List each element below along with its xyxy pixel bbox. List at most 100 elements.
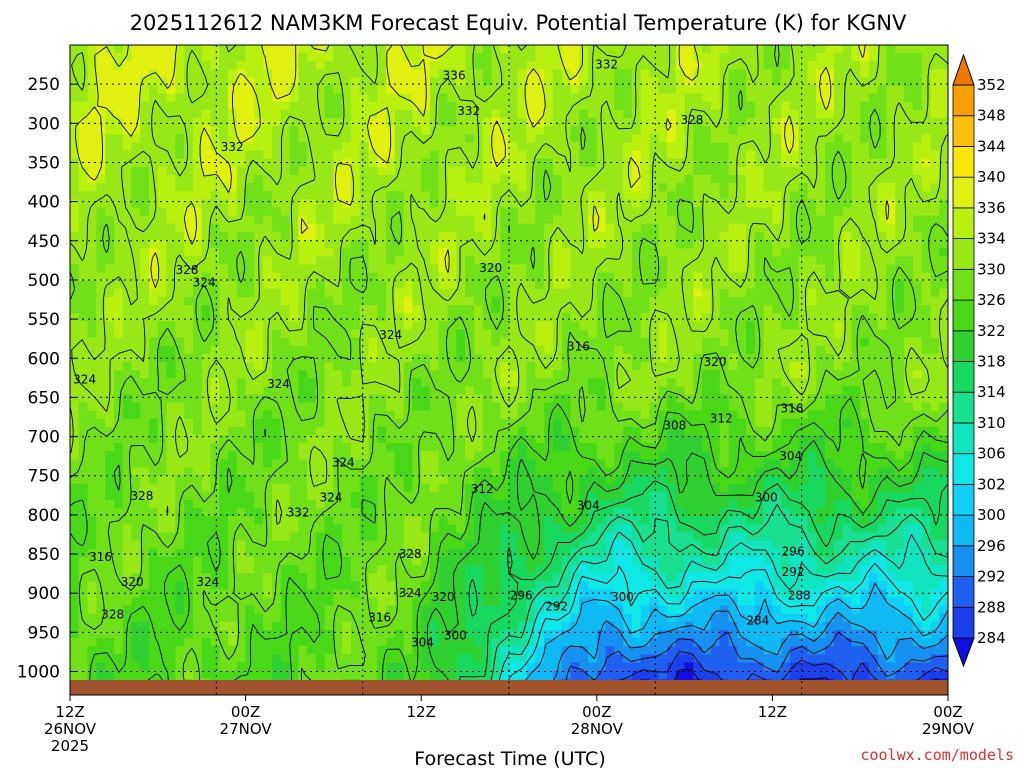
y-tick-label: 350 (28, 153, 60, 173)
x-tick-time-label: 00Z (231, 703, 260, 721)
contour-label: 324 (193, 275, 216, 289)
contour-label: 320 (479, 261, 502, 275)
colorbar-label: 352 (977, 76, 1006, 94)
contour-label: 304 (779, 449, 802, 463)
y-tick-label: 750 (28, 467, 60, 487)
colorbar-segment (952, 176, 975, 209)
contour-label: 296 (782, 545, 805, 559)
colorbar-label: 314 (977, 383, 1006, 401)
colorbar-arrow-low (952, 637, 975, 668)
colorbar-segment (952, 422, 975, 455)
contour-label: 324 (332, 455, 355, 469)
contour-label: 300 (755, 491, 778, 505)
y-tick-label: 550 (28, 310, 60, 330)
contour-label: 332 (457, 104, 480, 118)
colorbar-segment (952, 606, 975, 639)
y-tick-label: 700 (28, 428, 60, 448)
colorbar-label: 344 (977, 137, 1006, 155)
y-tick-label: 800 (28, 506, 60, 526)
colorbar-label: 296 (977, 537, 1006, 555)
contour-label: 296 (510, 589, 533, 603)
colorbar-segment (952, 146, 975, 178)
x-tick-date-label: 27NOV (220, 720, 273, 738)
y-tick-label: 600 (28, 349, 60, 369)
colorbar-label: 336 (977, 199, 1006, 217)
contour-label: 312 (710, 412, 733, 426)
y-axis: 250 300 350 400 450 500 550 600 650 700 750 800 850 9… (17, 75, 77, 683)
contour-label: 288 (788, 589, 811, 603)
contour-label: 324 (267, 377, 290, 391)
contour-label: 332 (287, 506, 310, 520)
contour-label: 300 (611, 590, 634, 604)
colorbar-label: 306 (977, 445, 1006, 463)
contour-label: 328 (176, 263, 199, 277)
chart-title: 2025112612 NAM3KM Forecast Equiv. Potent… (130, 11, 907, 35)
contour-label: 316 (89, 550, 112, 564)
colorbar-segment (952, 391, 975, 424)
x-tick-time-label: 12Z (55, 703, 84, 721)
contour-label: 316 (567, 340, 590, 354)
x-axis-title: Forecast Time (UTC) (414, 748, 605, 768)
contour-label: 332 (595, 58, 618, 72)
x-tick-date-label: 29NOV (922, 720, 975, 738)
colorbar-segment (952, 115, 975, 147)
contour-label: 312 (471, 482, 494, 496)
colorbar-segment (952, 514, 975, 547)
contour-label: 328 (130, 489, 153, 503)
colorbar-label: 284 (977, 629, 1006, 647)
y-tick-label: 500 (28, 271, 60, 291)
x-tick-date-label: 26NOV (44, 720, 97, 738)
colorbar-segment (952, 84, 975, 117)
contour-label: 292 (545, 600, 568, 614)
colorbar-label: 330 (977, 260, 1006, 278)
contour-label: 308 (663, 419, 686, 433)
colorbar-label: 318 (977, 353, 1006, 371)
contour-label: 320 (432, 590, 455, 604)
contour-label: 328 (680, 113, 703, 127)
contour-label: 324 (320, 491, 343, 505)
contour-label: 320 (121, 575, 144, 589)
contour-label: 316 (780, 401, 803, 415)
y-tick-label: 900 (28, 584, 60, 604)
colorbar-arrow-high (952, 53, 975, 86)
contour-label: 336 (443, 69, 466, 83)
colorbar-label: 322 (977, 322, 1006, 340)
colorbar-segment (952, 238, 975, 270)
colorbar-segment (952, 545, 975, 577)
y-tick-label: 950 (28, 623, 60, 643)
contour-label: 324 (399, 586, 422, 600)
x-tick-year-label: 2025 (51, 737, 89, 755)
y-tick-label: 1000 (17, 663, 60, 683)
x-tick-time-label: 00Z (582, 703, 611, 721)
y-tick-label: 650 (28, 388, 60, 408)
contour-label: 304 (577, 498, 600, 512)
colorbar-label: 292 (977, 568, 1006, 586)
colorbar-label: 348 (977, 107, 1006, 125)
colorbar-label: 326 (977, 291, 1006, 309)
y-tick-label: 850 (28, 545, 60, 565)
plot-frame (69, 44, 949, 696)
contour-label: 332 (221, 140, 244, 154)
colorbar-label: 340 (977, 168, 1006, 186)
y-tick-label: 300 (28, 114, 60, 134)
colorbar-label: 288 (977, 598, 1006, 616)
grid-lines (70, 45, 948, 695)
x-tick-date-label: 28NOV (571, 720, 624, 738)
colorbar-label: 300 (977, 506, 1006, 524)
colorbar-segment (952, 453, 975, 485)
colorbar-segment (952, 576, 975, 608)
contour-label: 320 (704, 355, 727, 369)
colorbar-segment (952, 299, 975, 332)
contour-label: 304 (411, 636, 434, 650)
colorbar-segment (952, 207, 975, 240)
colorbar-segment (952, 330, 975, 362)
contour-label: 300 (444, 628, 467, 642)
colorbar-segment (952, 483, 975, 516)
contour-label: 284 (746, 614, 769, 628)
colorbar-segment (952, 361, 975, 393)
colorbar-label: 334 (977, 230, 1006, 248)
